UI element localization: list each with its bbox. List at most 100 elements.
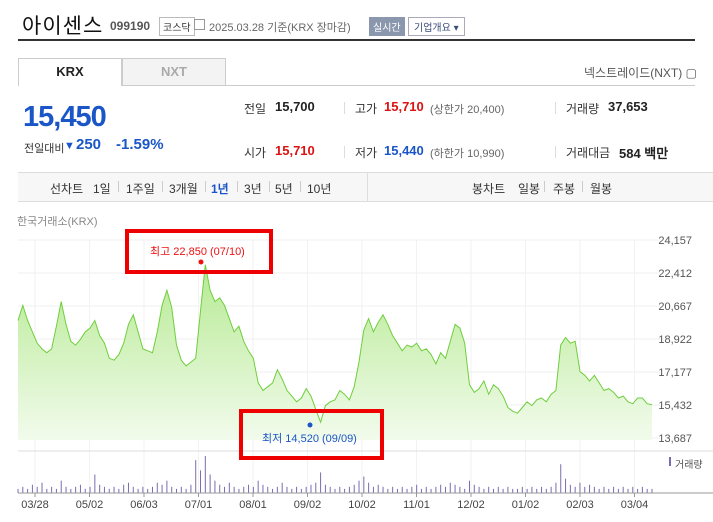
volume-bar: [517, 488, 519, 493]
volume-bar: [296, 486, 298, 493]
volume-bar: [574, 486, 576, 493]
stat-divider: [555, 102, 556, 114]
volume-bar: [348, 486, 350, 493]
volume-bar: [200, 470, 202, 493]
realtime-button[interactable]: 실시간: [369, 17, 405, 36]
low-callout-text: 최저 14,520 (09/09): [262, 433, 357, 445]
candle-weekly[interactable]: 주봉: [553, 182, 576, 196]
x-tick-label: 10/02: [348, 499, 376, 511]
volume-bar: [493, 488, 494, 493]
date-info: 2025.03.28 기준(KRX 장마감): [209, 22, 351, 34]
period-separator: [544, 181, 545, 192]
volume-bar: [176, 488, 177, 493]
volume-bar: [435, 486, 437, 493]
period-separator: [162, 181, 163, 192]
volume-bar: [185, 488, 187, 493]
x-tick-label: 08/01: [239, 499, 267, 511]
candle-monthly[interactable]: 월봉: [590, 182, 613, 196]
price-chart: 24,157 22,412 20,667 18,922 17,177 15,432 13,6…: [17, 235, 713, 511]
volume-bar: [377, 484, 379, 493]
prev-close-label: 전일: [244, 102, 267, 116]
period-3m[interactable]: 3개월: [169, 182, 198, 196]
x-tick-label: 05/02: [76, 499, 104, 511]
volume-bar: [132, 486, 134, 493]
volume-bar: [22, 486, 24, 493]
open-value: 15,710: [275, 143, 315, 158]
tab-krx[interactable]: KRX: [18, 58, 122, 86]
volume-bar: [598, 488, 600, 493]
high-label: 고가: [355, 102, 378, 116]
high-marker-dot: [198, 259, 204, 265]
volume-bar: [416, 484, 418, 493]
volume-bar: [123, 484, 125, 493]
period-10y[interactable]: 10년: [307, 182, 332, 196]
volume-bar: [233, 486, 235, 493]
volume-bar: [420, 488, 422, 493]
volume-bar: [368, 482, 370, 493]
volume-bar: [425, 486, 427, 493]
y-tick-label: 13,687: [658, 433, 692, 445]
volume-bar: [358, 480, 360, 493]
volume-bar: [108, 488, 110, 493]
tab-nxt[interactable]: NXT: [122, 58, 226, 86]
period-separator: [205, 181, 206, 192]
price-area: [18, 264, 652, 440]
period-1d[interactable]: 1일: [93, 182, 111, 196]
volume-bar: [560, 464, 562, 493]
volume-bar: [224, 486, 226, 493]
volume-bar: [584, 486, 586, 493]
high-value: 15,710: [384, 99, 424, 114]
period-1w[interactable]: 1주일: [126, 182, 155, 196]
volume-bar: [137, 488, 139, 493]
volume-bar: [406, 488, 408, 493]
volume-bar: [502, 488, 504, 493]
volume-bar: [344, 488, 346, 493]
volume-bar: [483, 488, 485, 493]
volume-bar: [641, 486, 643, 493]
volume-bar: [536, 488, 538, 493]
company-info-dropdown[interactable]: 기업개요 ▾: [408, 17, 465, 36]
high-callout-text: 최고 22,850 (07/10): [150, 246, 245, 258]
volume-bar: [243, 486, 245, 493]
y-tick-label: 17,177: [658, 367, 692, 379]
nextrade-link[interactable]: 넥스트레이드(NXT) ▢: [584, 66, 697, 80]
volume-bar: [632, 486, 634, 493]
tab-rule: [226, 85, 695, 86]
x-tick-label: 12/02: [457, 499, 485, 511]
volume-legend-label: 거래량: [675, 460, 703, 471]
down-arrow-icon: ▼: [64, 140, 75, 152]
volume-bar: [65, 486, 67, 493]
period-1y[interactable]: 1년: [211, 182, 229, 196]
volume-bar: [396, 488, 398, 493]
volume-bar: [550, 486, 552, 493]
volume-bar: [262, 484, 264, 493]
x-tick-label: 09/02: [294, 499, 322, 511]
volume-bar: [27, 488, 29, 493]
volume-bar: [276, 486, 278, 493]
volume-bar: [310, 484, 312, 493]
upper-limit: (상한가 20,400): [430, 104, 505, 116]
period-3y[interactable]: 3년: [244, 182, 262, 196]
volume-bar: [637, 488, 639, 493]
x-tick-label: 11/01: [403, 499, 430, 511]
volume-bar: [526, 488, 528, 493]
x-axis: 03/28 05/02 06/03 07/01 08/01 09/02 10/02 11/01…: [18, 492, 713, 511]
prev-close-value: 15,700: [275, 99, 315, 114]
candle-daily[interactable]: 일봉: [518, 182, 541, 196]
volume-bar: [507, 486, 509, 493]
lower-limit: (하한가 10,990): [430, 148, 505, 160]
low-callout-box: [239, 409, 384, 460]
volume-bar: [36, 486, 38, 493]
volume-bar: [31, 484, 33, 493]
x-tick-label: 01/02: [512, 499, 540, 511]
volume-bar: [190, 484, 192, 493]
low-marker-dot: [307, 422, 313, 428]
volume-bar: [272, 488, 274, 493]
volume-bar: [468, 480, 470, 493]
volume-bar: [387, 488, 389, 493]
volume-bar: [70, 488, 72, 493]
y-tick-label: 18,922: [658, 334, 692, 346]
period-bar: [18, 172, 713, 202]
volume-bar: [79, 484, 81, 493]
period-5y[interactable]: 5년: [275, 182, 293, 196]
